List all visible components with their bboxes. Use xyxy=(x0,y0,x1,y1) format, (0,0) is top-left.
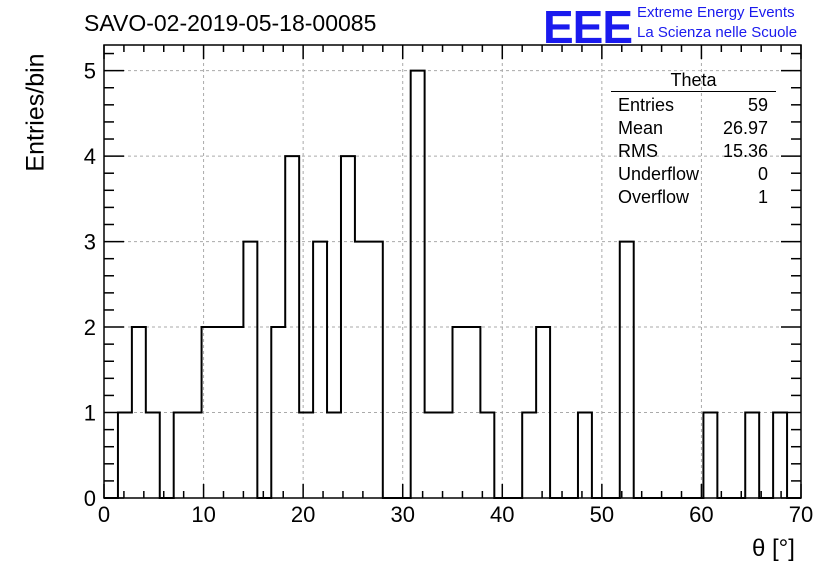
histogram-bin xyxy=(620,242,634,498)
histogram-bin xyxy=(773,413,787,498)
y-axis-label: Entries/bin xyxy=(21,53,50,172)
y-tick-label: 4 xyxy=(84,144,96,169)
stats-value: 0 xyxy=(757,164,768,184)
histogram-bin xyxy=(355,242,369,498)
histogram-bin xyxy=(522,413,536,498)
chart-title: SAVO-02-2019-05-18-00085 xyxy=(84,10,377,36)
histogram-bin xyxy=(243,242,257,498)
histogram-bin xyxy=(578,413,592,498)
stats-row-entries: Entries 59 xyxy=(611,94,776,117)
histogram-bin xyxy=(146,413,160,498)
histogram-bin xyxy=(118,413,132,498)
y-tick-label: 5 xyxy=(84,59,96,84)
histogram-bin xyxy=(188,413,202,498)
histogram-bin xyxy=(369,242,383,498)
plot-frame xyxy=(103,44,802,499)
stats-row-underflow: Underflow 0 xyxy=(611,163,776,186)
y-tick-label: 1 xyxy=(84,401,96,426)
stats-label: Mean xyxy=(618,118,664,138)
x-axis-label: θ [°] xyxy=(752,535,795,562)
histogram-bin xyxy=(327,413,341,498)
histogram-bin xyxy=(174,413,188,498)
histogram-bin xyxy=(411,71,425,498)
stats-value: 59 xyxy=(747,95,768,115)
y-tick-label: 2 xyxy=(84,315,96,340)
stats-label: Underflow xyxy=(618,164,700,184)
stats-value: 1 xyxy=(757,187,768,207)
stats-row-mean: Mean 26.97 xyxy=(611,117,776,140)
stats-title: Theta xyxy=(611,70,776,92)
stats-row-rms: RMS 15.36 xyxy=(611,140,776,163)
y-tick-label: 0 xyxy=(84,486,96,511)
stats-value: 26.97 xyxy=(722,118,768,138)
histogram-bin xyxy=(132,327,146,498)
histogram-bin xyxy=(313,242,327,498)
histogram-bin xyxy=(299,413,313,498)
x-tick-label: 0 xyxy=(98,502,110,527)
histogram-bin xyxy=(745,413,759,498)
stats-label: Overflow xyxy=(618,187,690,207)
histogram-bin xyxy=(703,413,717,498)
x-tick-label: 20 xyxy=(291,502,315,527)
stats-label: Entries xyxy=(618,95,675,115)
stats-value: 15.36 xyxy=(722,141,768,161)
histogram-bin xyxy=(425,413,439,498)
x-tick-label: 50 xyxy=(590,502,614,527)
logo-line-1: Extreme Energy Events xyxy=(637,4,795,21)
logo-caption: Extreme Energy Events La Scienza nelle S… xyxy=(637,3,797,43)
stats-row-overflow: Overflow 1 xyxy=(611,186,776,209)
x-tick-label: 10 xyxy=(191,502,215,527)
x-tick-label: 60 xyxy=(689,502,713,527)
y-tick-label: 3 xyxy=(84,230,96,255)
stats-label: RMS xyxy=(618,141,658,161)
eee-logo: EEE xyxy=(543,1,633,53)
logo-line-2: La Scienza nelle Scuole xyxy=(637,24,798,41)
x-tick-label: 30 xyxy=(390,502,414,527)
x-tick-label: 40 xyxy=(490,502,514,527)
histogram-bin xyxy=(216,327,230,498)
stats-box: Theta Entries 59 Mean 26.97 RMS 15.36 Under… xyxy=(611,70,776,209)
histogram-bin xyxy=(480,413,494,498)
x-tick-label: 70 xyxy=(789,502,813,527)
histogram-bin xyxy=(439,413,453,498)
